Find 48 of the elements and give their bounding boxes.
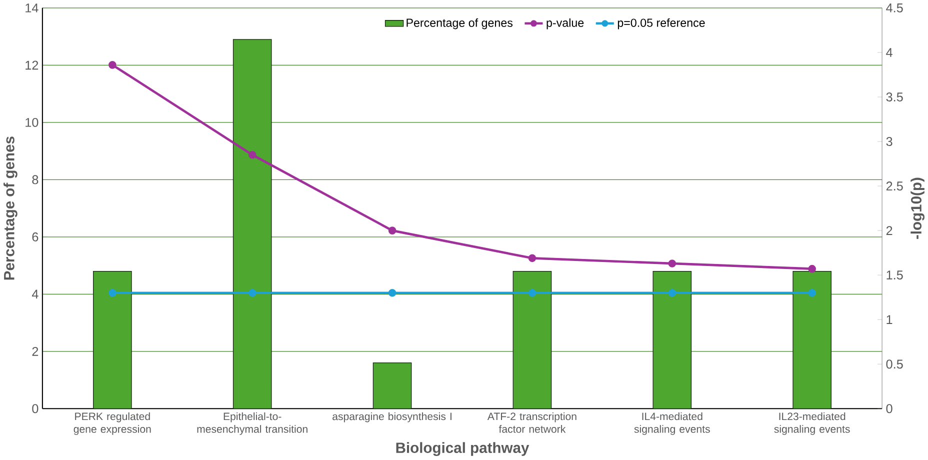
y2-tick-label: 3.5: [886, 92, 903, 102]
y2-tick-label: 3: [886, 137, 892, 146]
y-tick-label: 8: [32, 175, 38, 184]
y-tick-label: 10: [26, 118, 38, 128]
y-tick-label: 0: [32, 404, 38, 414]
y-axis-title: Percentage of genes: [4, 136, 18, 280]
point: [528, 254, 536, 262]
y2-tick-label: 4: [886, 48, 892, 58]
x-tick-label: ATF-2 transcription factor network: [487, 412, 576, 434]
point: [388, 226, 396, 235]
y2-axis-title: -log10(p): [910, 178, 924, 240]
bar: [93, 271, 132, 409]
y2-tick-label: 4.5: [886, 4, 903, 13]
legend-label: p-value: [546, 18, 584, 30]
bar: [512, 271, 552, 409]
y-tick-label: 4: [32, 290, 38, 299]
bar: [652, 271, 692, 409]
point: [808, 289, 816, 298]
point: [388, 289, 396, 298]
point: [668, 289, 676, 298]
y2-tick-label: 0: [886, 404, 892, 414]
legend-label: Percentage of genes: [406, 18, 513, 30]
point: [248, 151, 256, 160]
bar: [372, 362, 412, 409]
point: [528, 289, 536, 298]
point: [108, 61, 116, 70]
y-tick-label: 14: [26, 4, 38, 13]
x-tick-label: IL23-mediated signaling events: [774, 412, 850, 436]
bar: [792, 271, 832, 409]
x-axis-title: Biological pathway: [396, 442, 530, 456]
x-tick-label: Epithelial-to-mesenchymal transition: [197, 412, 308, 436]
x-tick-label: IL4-mediated signaling events: [634, 412, 710, 436]
y2-tick-label: 1: [886, 315, 892, 324]
x-tick-label: asparagine biosynthesis I: [332, 412, 452, 422]
y-tick-label: 12: [26, 60, 38, 70]
point: [668, 260, 676, 268]
legend-label: p=0.05 reference: [618, 18, 705, 30]
y-tick-label: 2: [32, 347, 38, 356]
x-tick-label: PERK regulated gene expression: [74, 412, 151, 436]
bar: [232, 39, 272, 409]
point: [808, 265, 816, 273]
y2-tick-label: 2.5: [886, 182, 903, 191]
y-tick-label: 6: [32, 232, 38, 242]
point: [248, 289, 256, 298]
y2-tick-label: 2: [886, 226, 892, 236]
point: [108, 289, 116, 298]
y2-tick-label: 0.5: [886, 360, 903, 369]
y2-tick-label: 1.5: [886, 270, 903, 280]
